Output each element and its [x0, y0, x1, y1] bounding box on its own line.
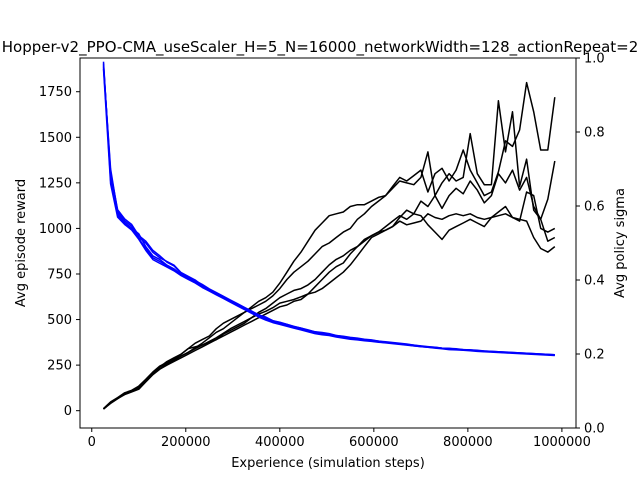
sigma-series-line-7: [102, 67, 555, 356]
y2-tick-label: 0.4: [584, 274, 605, 289]
x-tick-label: 200000: [161, 435, 211, 450]
y-axis-title: Avg episode reward: [14, 179, 29, 307]
sigma-series-line-6: [102, 63, 555, 356]
y-tick-label: 250: [47, 359, 72, 374]
y2-axis-title: Avg policy sigma: [613, 188, 628, 298]
x-tick-label: 600000: [349, 435, 399, 450]
y2-tick-label: 0.8: [584, 126, 605, 141]
sigma-series-line-10: [102, 61, 555, 356]
x-axis-title: Experience (simulation steps): [231, 456, 425, 471]
y-tick-label: 1750: [39, 85, 72, 100]
x-tick-label: 400000: [255, 435, 305, 450]
sigma-series-line-9: [102, 65, 555, 356]
y2-tick-label: 0.0: [584, 422, 605, 437]
y-tick-label: 750: [47, 267, 72, 282]
reward-series-line-5: [103, 213, 556, 410]
y-tick-label: 1500: [39, 131, 72, 146]
x-tick-label: 1000000: [533, 435, 591, 450]
x-tick-label: 800000: [443, 435, 493, 450]
series-layer: [102, 61, 556, 410]
y2-tick-label: 1.0: [584, 52, 605, 67]
y2-tick-label: 0.6: [584, 200, 605, 215]
y-tick-label: 1000: [39, 222, 72, 237]
y2-tick-label: 0.2: [584, 348, 605, 363]
y-tick-label: 500: [47, 313, 72, 328]
chart-title: Hopper-v2_PPO-CMA_useScaler_H=5_N=16000_…: [2, 38, 639, 57]
axes-layer: 0 200000 400000 600000 800000 1000000 0 250 500 7…: [39, 52, 605, 451]
reward-series-line-3: [103, 169, 556, 410]
y-tick-label: 0: [64, 404, 72, 419]
reward-series-line-4: [102, 191, 556, 410]
plot-frame: [79, 57, 577, 429]
sigma-series-line-8: [102, 69, 555, 357]
x-tick-label: 0: [88, 435, 96, 450]
y-tick-label: 1250: [39, 176, 72, 191]
